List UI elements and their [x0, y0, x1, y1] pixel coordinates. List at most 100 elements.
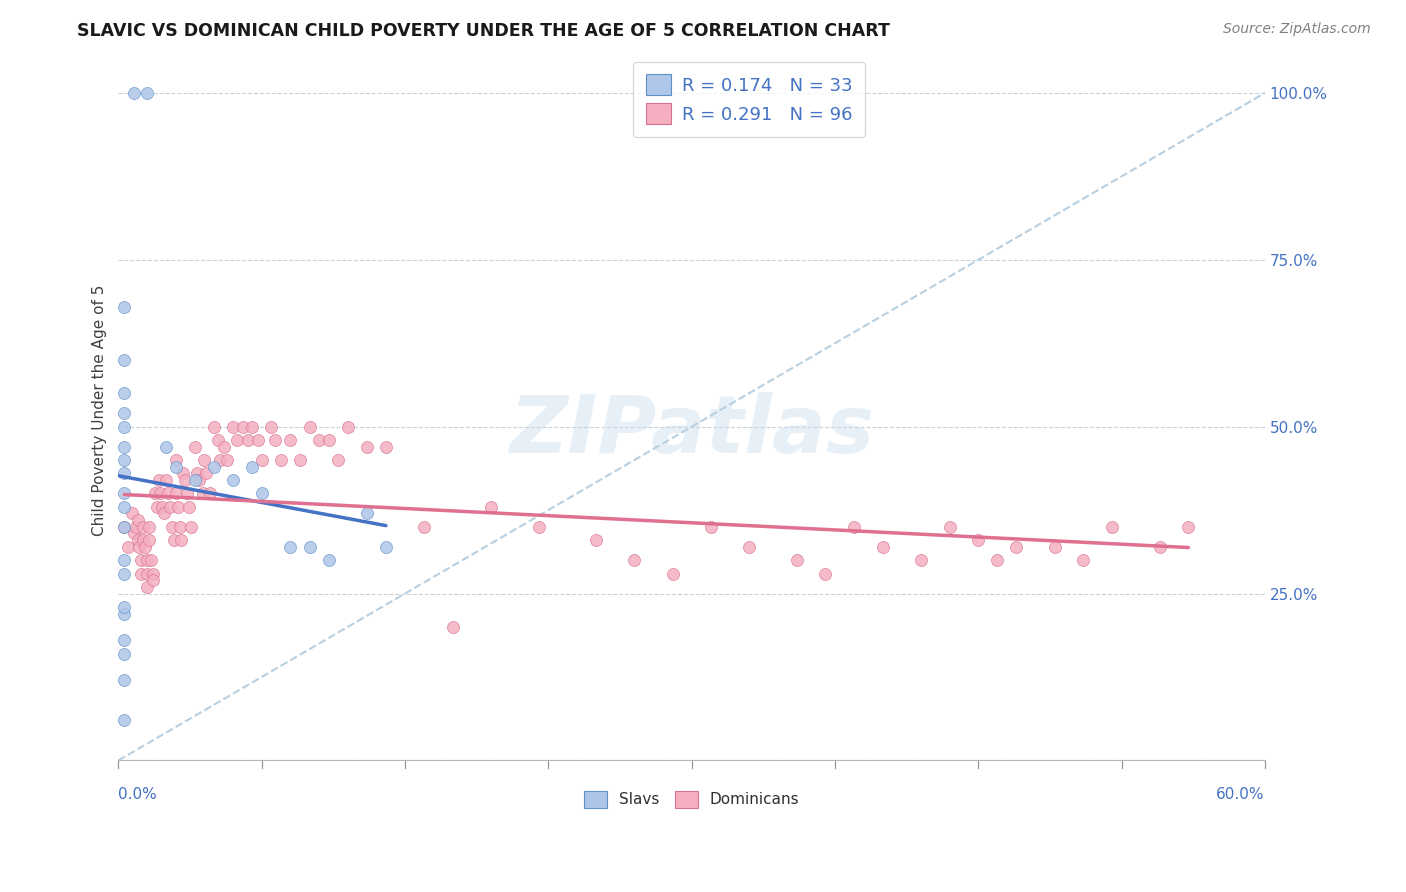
Point	[159, 500, 181, 514]
Point	[212, 440, 235, 454]
Point	[195, 467, 218, 481]
Point	[336, 419, 359, 434]
Point	[112, 607, 135, 621]
Point	[264, 433, 287, 447]
Point	[479, 500, 502, 514]
Point	[184, 440, 207, 454]
Point	[298, 540, 321, 554]
Text: ZIPatlas: ZIPatlas	[509, 392, 875, 470]
Point	[165, 486, 187, 500]
Point	[112, 453, 135, 467]
Point	[738, 540, 761, 554]
Point	[318, 433, 340, 447]
Point	[938, 520, 960, 534]
Point	[127, 513, 149, 527]
Point	[225, 433, 247, 447]
Point	[1177, 520, 1199, 534]
Point	[148, 473, 170, 487]
Point	[356, 440, 378, 454]
Point	[122, 86, 145, 100]
Point	[121, 507, 143, 521]
Point	[136, 86, 159, 100]
Point	[193, 453, 215, 467]
Point	[112, 486, 135, 500]
Point	[128, 540, 150, 554]
Text: Source: ZipAtlas.com: Source: ZipAtlas.com	[1223, 22, 1371, 37]
Point	[142, 573, 165, 587]
Point	[527, 520, 550, 534]
Point	[967, 533, 990, 548]
Point	[280, 433, 302, 447]
Point	[170, 533, 193, 548]
Point	[112, 566, 135, 581]
Point	[112, 520, 135, 534]
Point	[134, 540, 156, 554]
Point	[131, 566, 153, 581]
Point	[441, 620, 464, 634]
Point	[1005, 540, 1028, 554]
Point	[700, 520, 723, 534]
Point	[191, 486, 214, 500]
Point	[150, 500, 173, 514]
Point	[112, 419, 135, 434]
Point	[208, 453, 231, 467]
Point	[131, 553, 153, 567]
Point	[157, 486, 180, 500]
Point	[413, 520, 436, 534]
Text: SLAVIC VS DOMINICAN CHILD POVERTY UNDER THE AGE OF 5 CORRELATION CHART: SLAVIC VS DOMINICAN CHILD POVERTY UNDER …	[77, 22, 890, 40]
Point	[124, 520, 146, 534]
Point	[374, 440, 396, 454]
Point	[270, 453, 292, 467]
Point	[246, 433, 269, 447]
Point	[184, 473, 207, 487]
Point	[202, 419, 225, 434]
Point	[786, 553, 808, 567]
Point	[623, 553, 645, 567]
Point	[132, 533, 155, 548]
Point	[169, 520, 191, 534]
Point	[186, 467, 208, 481]
Point	[910, 553, 932, 567]
Point	[1043, 540, 1066, 554]
Point	[1149, 540, 1171, 554]
Point	[139, 553, 162, 567]
Point	[585, 533, 607, 548]
Point	[172, 467, 194, 481]
Point	[217, 453, 239, 467]
Point	[112, 440, 135, 454]
Point	[298, 419, 321, 434]
Point	[112, 647, 135, 661]
Legend: Slavs, Dominicans: Slavs, Dominicans	[576, 783, 807, 816]
Point	[240, 419, 263, 434]
Point	[127, 533, 149, 548]
Point	[149, 486, 172, 500]
Point	[174, 473, 197, 487]
Point	[661, 566, 683, 581]
Point	[207, 433, 229, 447]
Text: 60.0%: 60.0%	[1216, 787, 1265, 802]
Point	[222, 419, 245, 434]
Point	[356, 507, 378, 521]
Point	[222, 473, 245, 487]
Point	[240, 459, 263, 474]
Point	[986, 553, 1008, 567]
Point	[112, 599, 135, 614]
Point	[374, 540, 396, 554]
Point	[842, 520, 865, 534]
Point	[138, 533, 160, 548]
Point	[112, 673, 135, 688]
Text: 0.0%: 0.0%	[118, 787, 157, 802]
Point	[112, 467, 135, 481]
Point	[112, 406, 135, 420]
Point	[260, 419, 283, 434]
Point	[198, 486, 221, 500]
Point	[112, 553, 135, 567]
Point	[1101, 520, 1123, 534]
Point	[112, 520, 135, 534]
Point	[136, 553, 159, 567]
Point	[250, 486, 273, 500]
Point	[180, 520, 202, 534]
Point	[187, 473, 209, 487]
Point	[155, 440, 177, 454]
Point	[238, 433, 260, 447]
